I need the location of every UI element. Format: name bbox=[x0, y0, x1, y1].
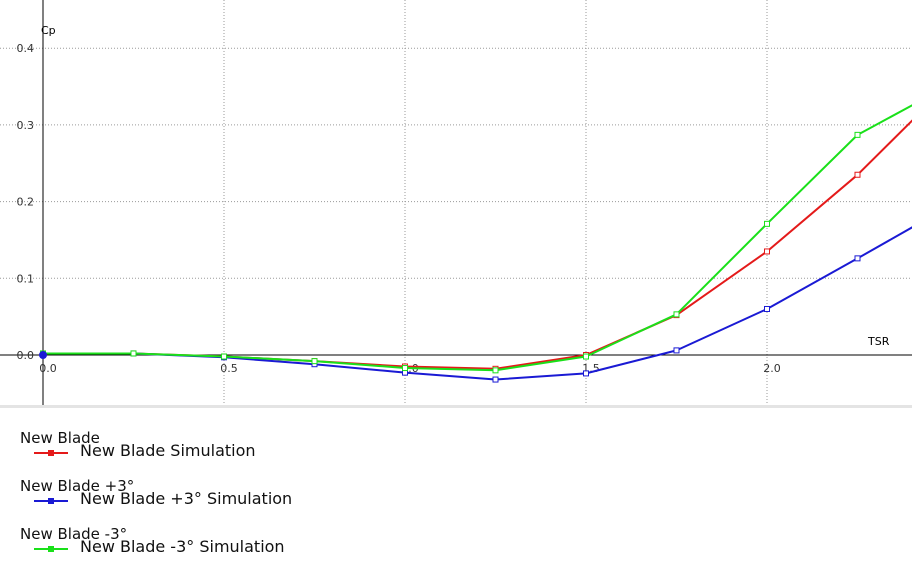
legend-group-title: New Blade -3° bbox=[20, 525, 128, 543]
y-tick-label: 0.2 bbox=[17, 196, 35, 209]
axes bbox=[0, 0, 912, 405]
series-line bbox=[43, 104, 912, 372]
y-tick-label: 0.1 bbox=[17, 272, 35, 285]
legend-group-title: New Blade +3° bbox=[20, 477, 135, 495]
legend-entry: New Blade -3° Simulation bbox=[34, 538, 285, 560]
series-point bbox=[492, 367, 499, 374]
legend-group-new-blade-plus3: New Blade +3° New Blade +3° Simulation bbox=[20, 477, 292, 512]
series-point bbox=[764, 305, 770, 312]
series-point bbox=[130, 350, 137, 357]
x-axis-label: TSR bbox=[867, 335, 890, 348]
y-tick-label: 0.0 bbox=[17, 349, 35, 362]
cp-vs-tsr-chart: 0.00.51.01.52.02.53.03.54.04.50.00.10.20… bbox=[0, 0, 912, 405]
legend-entry-label: New Blade -3° Simulation bbox=[80, 537, 285, 556]
series-point bbox=[583, 353, 589, 360]
series-2 bbox=[40, 104, 912, 374]
series-point bbox=[764, 248, 770, 255]
legend-group-title: New Blade bbox=[20, 429, 100, 447]
series-point bbox=[854, 131, 861, 138]
grid-lines bbox=[0, 0, 912, 405]
origin-marker bbox=[39, 351, 47, 359]
legend-entry: New Blade Simulation bbox=[34, 442, 256, 464]
series-1 bbox=[40, 226, 912, 383]
y-tick-label: 0.4 bbox=[17, 42, 35, 55]
legend-entry-label: New Blade +3° Simulation bbox=[80, 489, 293, 508]
legend-swatch bbox=[34, 546, 68, 552]
series-0 bbox=[40, 119, 912, 372]
y-axis-label: Cp bbox=[41, 24, 56, 37]
legend-swatch bbox=[34, 450, 68, 456]
series-point bbox=[221, 353, 227, 360]
y-tick-label: 0.3 bbox=[17, 119, 35, 132]
legend-swatch-marker bbox=[48, 450, 54, 456]
legend-swatch bbox=[34, 498, 68, 504]
series-point bbox=[583, 370, 589, 377]
series-point bbox=[673, 347, 680, 354]
legend-swatch-marker bbox=[48, 546, 54, 552]
legend-group-new-blade: New Blade New Blade Simulation bbox=[20, 429, 256, 464]
tick-labels: 0.00.51.01.52.02.53.03.54.04.50.00.10.20… bbox=[17, 42, 781, 375]
legend-swatch-marker bbox=[48, 498, 54, 504]
series-point bbox=[764, 220, 770, 227]
legend-separator bbox=[0, 405, 912, 408]
series-point bbox=[311, 358, 318, 365]
series-point bbox=[402, 365, 408, 372]
x-tick-label: 0.5 bbox=[220, 362, 238, 375]
legend: New Blade New Blade Simulation New Blade… bbox=[0, 408, 912, 574]
legend-group-new-blade-minus3: New Blade -3° New Blade -3° Simulation bbox=[20, 525, 285, 560]
series-point bbox=[854, 171, 861, 178]
series-point bbox=[492, 376, 499, 383]
series-line bbox=[43, 226, 912, 381]
legend-entry: New Blade +3° Simulation bbox=[34, 490, 292, 512]
series-point bbox=[673, 311, 680, 318]
x-tick-label: 2.0 bbox=[763, 362, 781, 375]
x-tick-label: 0.0 bbox=[39, 362, 57, 375]
series-layer bbox=[40, 104, 912, 383]
series-point bbox=[854, 255, 861, 262]
series-line bbox=[43, 119, 912, 370]
legend-entry-label: New Blade Simulation bbox=[80, 441, 256, 460]
